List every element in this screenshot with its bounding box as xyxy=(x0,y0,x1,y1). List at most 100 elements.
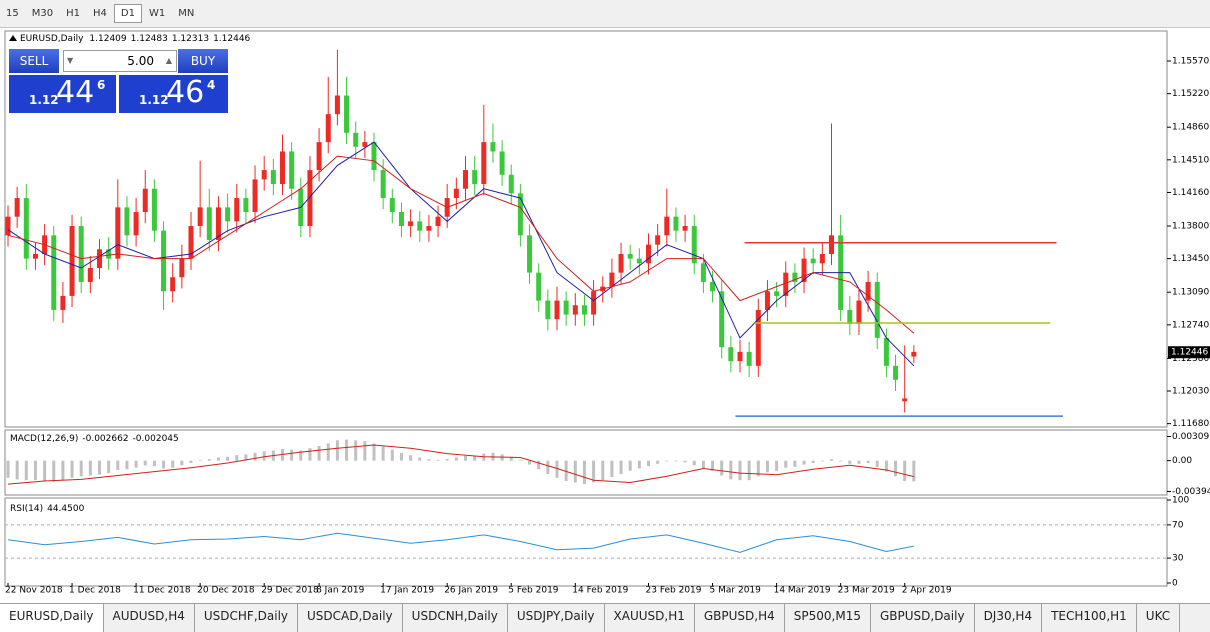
y-tick-label: 0 xyxy=(1172,579,1178,589)
symbol-title: EURUSD,Daily xyxy=(20,34,84,44)
histogram-bar xyxy=(381,446,385,461)
price-marker xyxy=(1168,346,1210,359)
x-tick-label: 1 Dec 2018 xyxy=(69,586,121,596)
indicator-line xyxy=(7,141,915,367)
price-big: 1.12 xyxy=(29,93,59,107)
candle-body xyxy=(234,198,240,222)
x-tick-label: 29 Dec 2018 xyxy=(261,586,319,596)
candle-body xyxy=(545,300,551,320)
histogram-bar xyxy=(198,459,202,461)
candle-body xyxy=(97,249,102,268)
candle-body xyxy=(819,253,825,264)
chart-tab[interactable]: XAUUSD,H1 xyxy=(605,604,695,632)
candle-body xyxy=(746,351,752,366)
chart-tab[interactable]: GBPUSD,H4 xyxy=(695,604,785,632)
timeframe-button[interactable]: H1 xyxy=(66,8,80,19)
chart-tab[interactable]: SP500,M15 xyxy=(785,604,871,632)
x-tick-label: 2 Apr 2019 xyxy=(902,586,952,596)
chart-tab[interactable]: USDCAD,Daily xyxy=(298,604,403,632)
candle-body xyxy=(508,174,514,194)
candle-body xyxy=(280,151,285,185)
x-tick-label: 17 Jan 2019 xyxy=(380,586,434,596)
candle-body xyxy=(87,267,93,282)
histogram-bar xyxy=(592,460,596,483)
y-tick-label: 30 xyxy=(1172,554,1184,564)
histogram-bar xyxy=(88,460,92,476)
histogram-bar xyxy=(647,460,650,467)
histogram-bar xyxy=(244,454,248,461)
candle-body xyxy=(883,337,889,366)
histogram-bar xyxy=(601,460,605,481)
chart-tab[interactable]: UKC xyxy=(1137,604,1181,632)
lot-down[interactable]: ▼ xyxy=(67,56,74,65)
candle-body xyxy=(783,272,789,296)
candle-body xyxy=(902,398,908,402)
timeframe-button[interactable]: 15 xyxy=(6,8,19,19)
histogram-bar xyxy=(573,460,577,483)
histogram-bar xyxy=(33,460,37,481)
chart-tab[interactable]: AUDUSD,H4 xyxy=(104,604,195,632)
timeframe-button[interactable]: D1 xyxy=(113,4,142,23)
histogram-bar xyxy=(399,452,403,461)
chart-tab[interactable]: USDCHF,Daily xyxy=(195,604,299,632)
histogram-bar xyxy=(418,457,422,461)
histogram-bar xyxy=(848,460,852,464)
price-fraction: 6 xyxy=(97,78,106,92)
candle-body xyxy=(755,309,761,366)
candle-body xyxy=(371,142,377,171)
histogram-bar xyxy=(125,460,129,470)
y-tick-label: 0.00 xyxy=(1172,456,1192,466)
histogram-bar xyxy=(866,460,870,463)
macd-value: -0.002045 xyxy=(133,434,179,444)
chart-tab[interactable]: USDJPY,Daily xyxy=(508,604,605,632)
lot-input[interactable]: ▼ 5.00 ▲ xyxy=(63,50,177,72)
chart-tab[interactable]: USDCNH,Daily xyxy=(403,604,508,632)
candle-body xyxy=(316,142,322,171)
timeframe-button[interactable]: MN xyxy=(178,8,195,19)
collapse-icon[interactable] xyxy=(9,35,17,41)
x-tick-label: 23 Mar 2019 xyxy=(838,586,895,596)
candle-body xyxy=(627,253,633,259)
timeframe-button[interactable]: W1 xyxy=(148,8,166,19)
histogram-bar xyxy=(546,460,550,474)
y-tick-label: 100 xyxy=(1172,496,1189,506)
candle-body xyxy=(911,351,917,357)
histogram-bar xyxy=(24,460,28,481)
lot-up[interactable]: ▲ xyxy=(165,56,172,65)
histogram-bar xyxy=(775,460,779,471)
chart-tab[interactable]: EURUSD,Daily xyxy=(0,604,104,632)
histogram-bar xyxy=(619,460,623,474)
y-tick-label: 1.13450 xyxy=(1172,254,1209,264)
buy-button[interactable]: BUY xyxy=(178,49,228,73)
candle-body xyxy=(646,244,651,264)
chart-tab[interactable]: DJ30,H4 xyxy=(975,604,1043,632)
ohlc: 1.12313 xyxy=(172,34,209,44)
sell-button[interactable]: SELL xyxy=(9,49,59,73)
candle-body xyxy=(774,291,780,296)
histogram-bar xyxy=(134,460,138,468)
histogram-bar xyxy=(253,452,257,461)
y-tick-label: 1.12030 xyxy=(1172,387,1209,397)
price-pips: 44 xyxy=(56,75,95,110)
x-tick-label: 26 Jan 2019 xyxy=(444,586,498,596)
main-header: EURUSD,Daily 1.12409 1.12483 1.12313 1.12446 xyxy=(20,34,251,44)
bid-price[interactable]: 1.12 44 6 xyxy=(9,75,116,113)
chart-tab[interactable]: TECH100,H1 xyxy=(1042,604,1137,632)
candle-body xyxy=(453,188,459,199)
timeframe-button[interactable]: M30 xyxy=(31,8,54,19)
candle-body xyxy=(225,207,231,222)
histogram-bar xyxy=(747,460,751,481)
histogram-bar xyxy=(711,460,715,471)
candle-body xyxy=(307,170,313,227)
ask-price[interactable]: 1.12 46 4 xyxy=(119,75,228,113)
histogram-bar xyxy=(765,460,769,473)
candle-body xyxy=(554,300,560,320)
chart-tab[interactable]: GBPUSD,Daily xyxy=(871,604,975,632)
histogram-bar xyxy=(15,460,19,480)
histogram-bar xyxy=(262,451,266,461)
y-tick-label: 1.13090 xyxy=(1172,288,1209,298)
timeframe-button[interactable]: H4 xyxy=(92,8,107,19)
candle-body xyxy=(490,142,496,152)
candle-body xyxy=(206,207,212,240)
histogram-bar xyxy=(875,460,879,467)
